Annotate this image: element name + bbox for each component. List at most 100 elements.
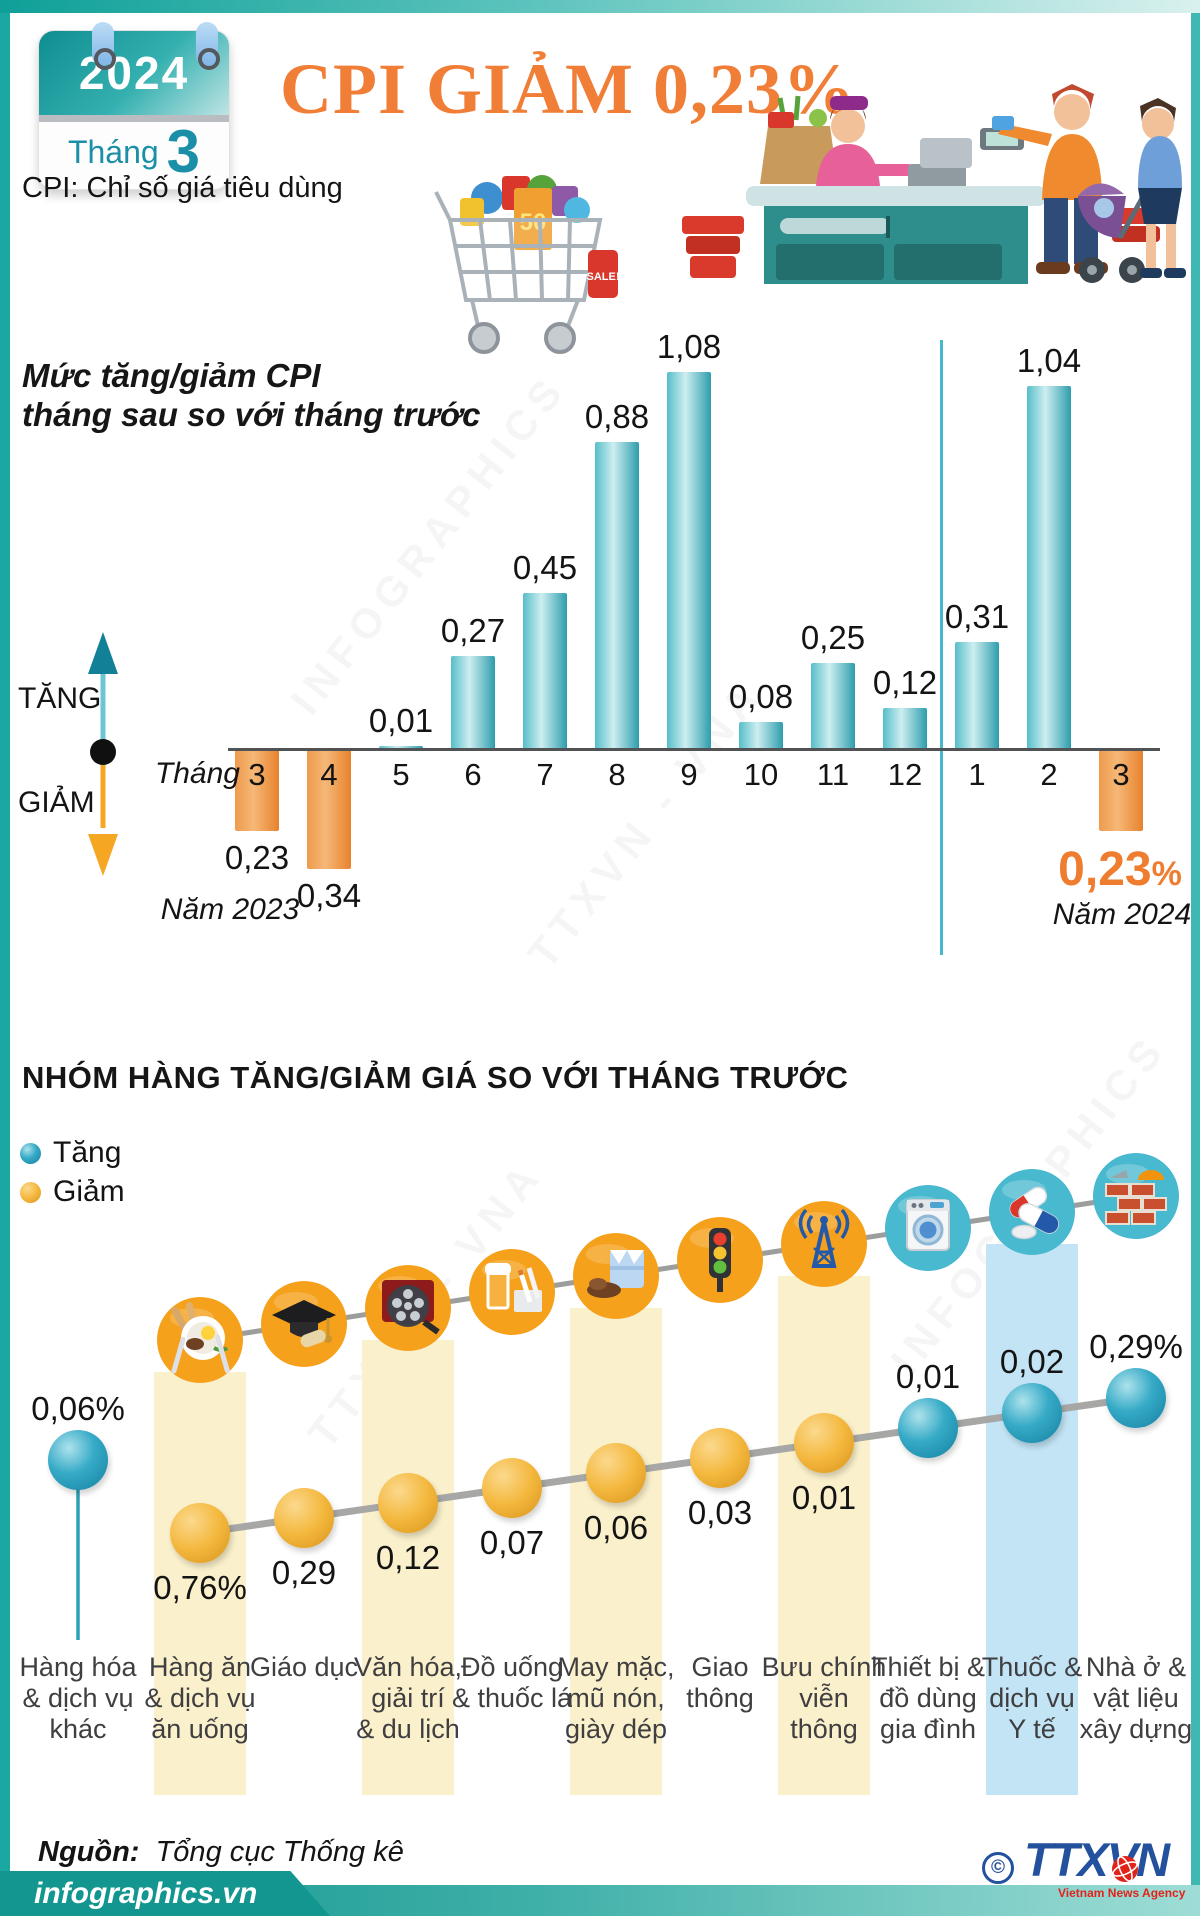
chart1-axis-line [228,748,1160,751]
bar-value-label: 0,27 [440,611,506,649]
bar-value-label: 0,08 [728,678,794,715]
bar-month-4 [307,750,351,869]
food-plate-icon [156,1296,244,1384]
calendar-pin-icon [92,22,116,70]
highlight-value: 0,23% [1058,843,1182,896]
globe-icon [1112,1856,1138,1882]
month-tick-label: 7 [536,757,554,792]
tang-label: TĂNG [18,682,102,715]
tang-dot-icon [20,1142,41,1164]
month-tick-label: 6 [464,757,482,792]
giam-label: GIẢM [18,786,95,819]
month-tick-label: 4 [320,757,338,792]
agency-name: TTXVN [1024,1833,1170,1886]
month-tick-label: 9 [680,757,698,792]
graduation-cap-icon [260,1280,348,1368]
category-value-label: 0,29% [1089,1328,1183,1365]
month-tick-label: 3 [1112,757,1130,792]
data-ball-down [690,1428,750,1488]
traffic-light-icon [676,1216,764,1304]
category-value-label: 0,01 [895,1358,961,1395]
category-label: Nhà ở & vật liệu xây dựng [1079,1652,1193,1744]
cart-items-icon: 50 [460,175,590,250]
brand-label: infographics.vn [34,1876,258,1910]
calendar-pin-icon [196,22,220,70]
register-icon [908,128,1024,190]
category-label: Văn hóa, giải trí & du lịch [353,1652,463,1744]
bar-month-8 [595,442,639,750]
source-line: Nguồn: Tổng cục Thống kê [38,1836,404,1869]
cart-basket-icon [434,191,603,327]
category-label: Hàng ăn & dịch vụ ăn uống [144,1652,256,1744]
legend-giam: Giảm [20,1175,125,1209]
month-tick-label: 1 [968,757,986,792]
cashier-figure [816,96,914,186]
category-value-label: 0,29 [271,1554,337,1591]
category-value-label: 0,07 [479,1524,545,1561]
antenna-tower-icon [780,1200,868,1288]
month-tick-label: 2 [1040,757,1058,792]
bar-value-label: 0,88 [584,398,650,435]
clothing-shoes-icon [572,1232,660,1320]
washing-machine-icon [884,1184,972,1272]
bar-value-label: 0,23 [224,838,290,876]
highlight-band [570,1308,662,1795]
bar-value-label: 0,34 [296,877,362,914]
bar-value-label: 0,25 [800,618,866,656]
copyright-icon: © [982,1852,1014,1884]
stroller-icon [1078,182,1153,283]
shopping-cart-illustration: 50 SALE! [434,175,620,354]
bar-month-3 [235,750,279,831]
data-ball-up [1106,1368,1166,1428]
data-ball-down [170,1503,230,1563]
data-ball-down [378,1473,438,1533]
bar-month-12 [883,708,927,750]
bar-month-11 [811,662,855,750]
right-accent-strip [1191,13,1200,1886]
giam-dot-icon [20,1181,41,1203]
page-title: CPI GIẢM 0,23% [280,49,856,129]
category-label: Đồ uống & thuốc lá [451,1652,573,1713]
agency-subtitle: Vietnam News Agency [1058,1886,1186,1900]
legend-tang-label: Tăng [53,1136,122,1169]
bar-month-1 [955,641,999,750]
customer-figure [992,84,1108,274]
beer-cigarettes-icon [468,1248,556,1336]
data-ball-up [898,1398,958,1458]
category-value-label: 0,01 [791,1479,857,1516]
category-label: Giao thông [686,1652,754,1713]
bar-month-9 [667,372,711,750]
month-tick-label: 5 [392,757,410,792]
medicine-capsule-icon [988,1168,1076,1256]
film-reel-icon [364,1264,452,1352]
month-tick-label: 11 [816,757,850,792]
bar-value-label: 0,01 [368,702,434,739]
category-label: May mặc, mũ nón, giày dép [557,1652,675,1744]
bricks-construction-icon [1092,1152,1180,1240]
month-tick-label: 8 [608,757,626,792]
legend-giam-label: Giảm [53,1175,125,1208]
category-value-label: 0,03 [687,1494,753,1531]
counter-icon [746,186,1046,284]
svg-text:SALE!: SALE! [587,271,620,283]
data-ball-down [586,1443,646,1503]
calendar-month-label: Tháng [67,133,159,170]
year-2024-label: Năm 2024 [1052,898,1192,931]
left-accent-strip [0,13,10,1886]
bar-value-label: 0,45 [512,548,578,586]
month-tick-label: 3 [248,757,266,792]
category-value-label: 0,12 [375,1539,441,1576]
bar-value-label: 1,08 [656,328,722,365]
top-accent-bar [0,0,1200,13]
bar-month-6 [451,655,495,750]
bar-value-label: 0,31 [944,597,1010,635]
source-label: Nguồn: [38,1836,140,1868]
calendar-month-number: 3 [166,118,201,185]
sale-tag-icon: SALE! [587,250,620,298]
grocery-bag-icon [760,95,838,184]
month-axis-label: Tháng [154,757,240,790]
bar-month-2 [1027,386,1071,750]
year-separator-line [940,340,943,955]
checkout-scene-illustration [682,84,1186,284]
